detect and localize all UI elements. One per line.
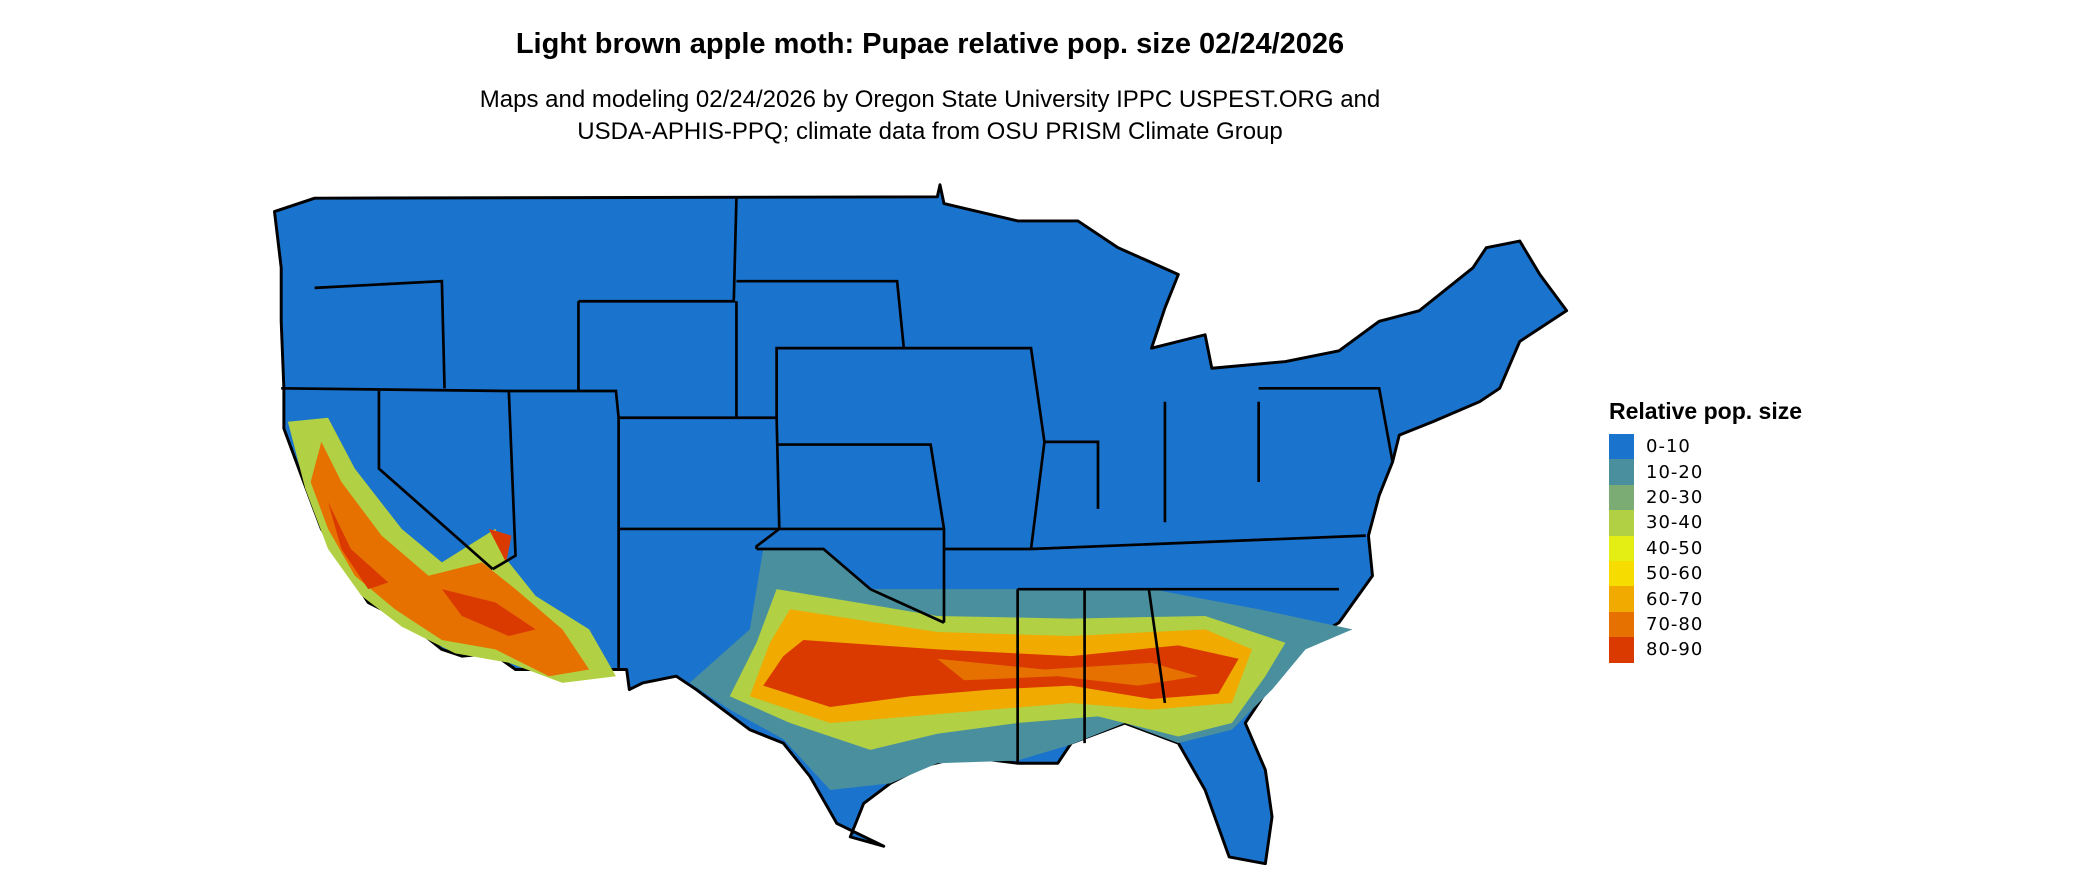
legend-item: 0-10 <box>1609 434 1802 460</box>
legend-swatch <box>1609 459 1634 485</box>
legend-item: 30-40 <box>1609 510 1802 536</box>
legend-item: 40-50 <box>1609 535 1802 561</box>
legend-item: 80-90 <box>1609 637 1802 663</box>
legend-swatch <box>1609 560 1634 587</box>
legend-swatch <box>1609 535 1634 561</box>
legend-label: 0-10 <box>1646 436 1691 458</box>
legend-swatch <box>1609 586 1634 612</box>
legend-label: 20-30 <box>1646 486 1704 508</box>
legend-item: 70-80 <box>1609 611 1802 638</box>
legend-label: 40-50 <box>1646 537 1704 559</box>
legend-swatch <box>1609 484 1634 511</box>
subtitle-line-2: USDA-APHIS-PPQ; climate data from OSU PR… <box>577 118 1283 145</box>
subtitle-line-1: Maps and modeling 02/24/2026 by Oregon S… <box>479 86 1381 113</box>
legend-label: 10-20 <box>1646 461 1704 483</box>
population-bands <box>287 417 1353 791</box>
legend-label: 70-80 <box>1646 613 1704 635</box>
legend-label: 60-70 <box>1646 588 1704 610</box>
legend-label: 30-40 <box>1646 512 1704 534</box>
legend-item: 10-20 <box>1609 459 1802 485</box>
legend-swatch <box>1609 510 1634 536</box>
legend: Relative pop. size 0-10 10-20 20-30 30-40 40… <box>1609 398 1802 663</box>
legend-swatch <box>1609 611 1634 638</box>
legend-swatch <box>1609 637 1634 663</box>
legend-label: 80-90 <box>1646 639 1704 661</box>
state-borders <box>281 196 1394 764</box>
legend-swatch <box>1609 434 1634 460</box>
legend-label: 50-60 <box>1646 563 1704 585</box>
legend-item: 20-30 <box>1609 484 1802 511</box>
map-title: Light brown apple moth: Pupae relative p… <box>515 28 1345 60</box>
legend-item: 60-70 <box>1609 586 1802 612</box>
legend-title: Relative pop. size <box>1609 398 1803 424</box>
legend-item: 50-60 <box>1609 560 1802 587</box>
